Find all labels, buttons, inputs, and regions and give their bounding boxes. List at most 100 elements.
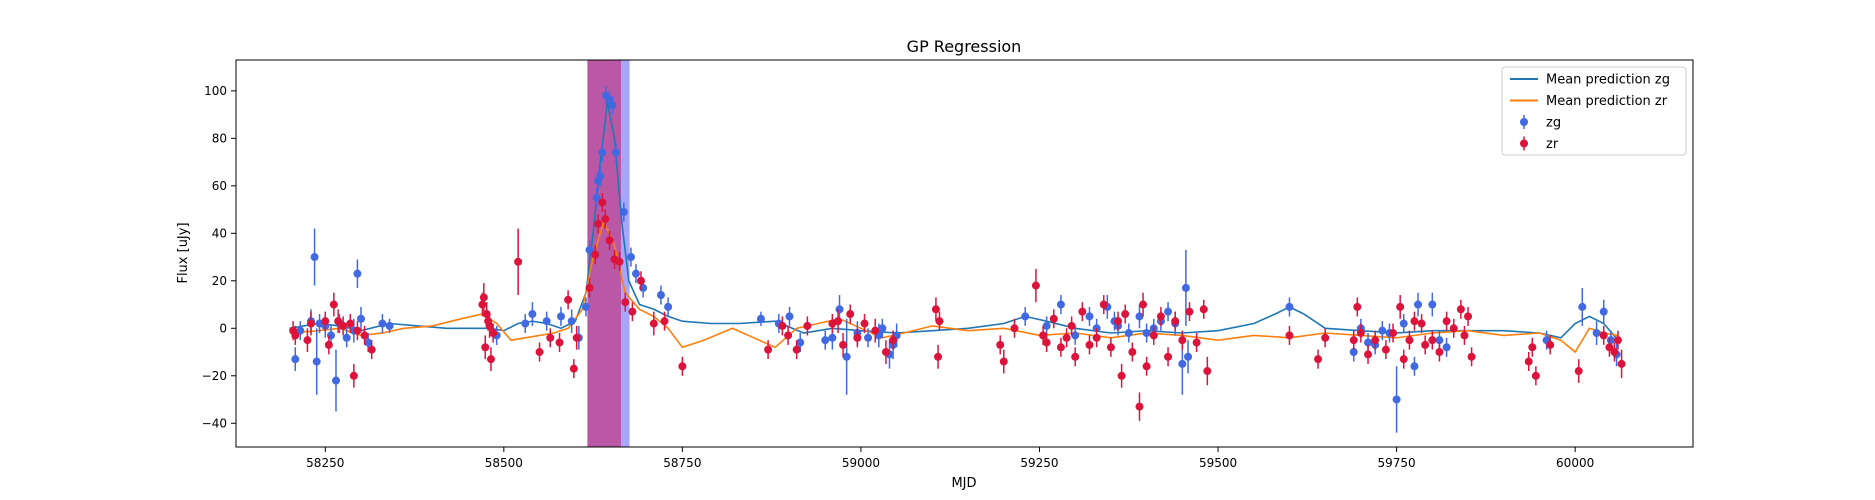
zr-data-point: [1164, 347, 1173, 367]
zg-marker: [1021, 312, 1030, 321]
zr-marker: [1428, 336, 1437, 345]
zg-marker: [1399, 319, 1408, 328]
zg-data-point: [631, 264, 640, 284]
zr-marker: [1460, 331, 1469, 340]
zr-marker: [1442, 317, 1451, 326]
zr-marker: [535, 348, 544, 357]
zr-data-point: [1614, 330, 1623, 350]
zg-marker: [626, 253, 635, 262]
zg-marker: [1164, 307, 1173, 316]
legend-label-mean-prediction-zr: Mean prediction zr: [1546, 94, 1668, 109]
y-tick-label: 60: [212, 179, 227, 193]
zr-data-point: [1071, 347, 1080, 367]
zr-marker: [353, 326, 362, 335]
zr-data-point: [803, 316, 812, 336]
zr-data-point: [649, 311, 658, 336]
zg-marker: [331, 376, 340, 385]
data-points: [289, 86, 1626, 433]
zr-data-point: [881, 340, 890, 364]
zr-marker: [1178, 336, 1187, 345]
zr-data-point: [598, 192, 607, 212]
zr-marker: [615, 257, 624, 266]
zg-data-point: [1142, 323, 1151, 343]
zr-marker: [1389, 329, 1398, 338]
zg-marker: [556, 312, 565, 321]
zr-data-point: [303, 328, 312, 353]
zr-marker: [329, 300, 338, 309]
zg-marker: [1178, 359, 1187, 368]
x-tick-label: 58500: [485, 456, 523, 470]
zr-data-point: [871, 318, 880, 343]
zg-data-point: [1085, 306, 1094, 326]
zg-data-point: [353, 259, 362, 288]
zg-data-point: [608, 95, 617, 115]
zr-marker: [1464, 312, 1473, 321]
x-tick-label: 59500: [1199, 456, 1237, 470]
zg-marker: [353, 269, 362, 278]
zr-data-point: [514, 228, 523, 296]
zr-data-point: [324, 335, 333, 355]
zg-data-point: [1135, 304, 1144, 329]
zr-data-point: [1156, 306, 1165, 326]
zr-data-point: [1356, 323, 1365, 343]
zr-data-point: [860, 314, 869, 334]
mean-prediction-lines: [289, 102, 1619, 354]
zr-data-point: [934, 344, 943, 369]
zr-data-point: [1467, 347, 1476, 367]
zr-marker: [1114, 317, 1123, 326]
legend-label-zr: zr: [1546, 137, 1559, 152]
zg-marker: [1592, 329, 1601, 338]
zr-data-point: [481, 335, 490, 360]
zr-data-point: [1364, 344, 1373, 364]
zr-marker: [349, 371, 358, 380]
x-tick-label: 59000: [842, 456, 880, 470]
zg-marker: [1135, 312, 1144, 321]
zr-marker: [569, 364, 578, 373]
y-tick-label: 100: [204, 84, 227, 98]
zg-data-point: [1184, 340, 1193, 374]
zg-marker: [864, 333, 873, 342]
zg-data-point: [1428, 292, 1437, 317]
zg-marker: [291, 355, 300, 364]
zg-marker: [356, 314, 365, 323]
zg-data-point: [528, 302, 537, 326]
zr-marker: [479, 293, 488, 302]
zr-data-point: [479, 283, 488, 312]
x-tick-label: 59250: [1020, 456, 1058, 470]
zg-data-point: [821, 330, 830, 350]
zg-marker: [1442, 343, 1451, 352]
zg-marker: [631, 269, 640, 278]
zr-marker: [1099, 300, 1108, 309]
zr-marker: [1405, 336, 1414, 345]
zg-marker: [385, 321, 394, 330]
zr-marker: [1139, 300, 1148, 309]
zr-marker: [585, 283, 594, 292]
zr-data-point: [1149, 325, 1158, 345]
y-axis: −40 −20 0 20 40 60 80 100: [202, 84, 236, 430]
zr-data-point: [1546, 335, 1555, 355]
zr-marker: [321, 317, 330, 326]
zr-data-point: [1464, 306, 1473, 326]
zr-data-point: [784, 325, 793, 345]
zr-marker: [636, 276, 645, 285]
zg-marker: [1410, 362, 1419, 371]
zg-marker: [521, 319, 530, 328]
zg-data-point: [1056, 295, 1065, 315]
zr-data-point: [660, 311, 669, 331]
zr-data-point: [601, 209, 610, 229]
zr-data-point: [778, 316, 787, 336]
zr-marker: [1353, 302, 1362, 311]
zr-marker: [1371, 336, 1380, 345]
zg-data-point: [611, 143, 620, 163]
zr-marker: [628, 307, 637, 316]
zr-data-point: [839, 333, 848, 357]
zr-marker: [555, 338, 564, 347]
zr-data-point: [1114, 311, 1123, 331]
zr-marker: [360, 331, 369, 340]
zg-data-point: [626, 247, 635, 267]
x-tick-label: 58250: [306, 456, 344, 470]
zr-data-point: [1142, 356, 1151, 376]
zr-marker: [291, 331, 300, 340]
zg-marker: [756, 314, 765, 323]
zr-data-point: [594, 214, 603, 234]
